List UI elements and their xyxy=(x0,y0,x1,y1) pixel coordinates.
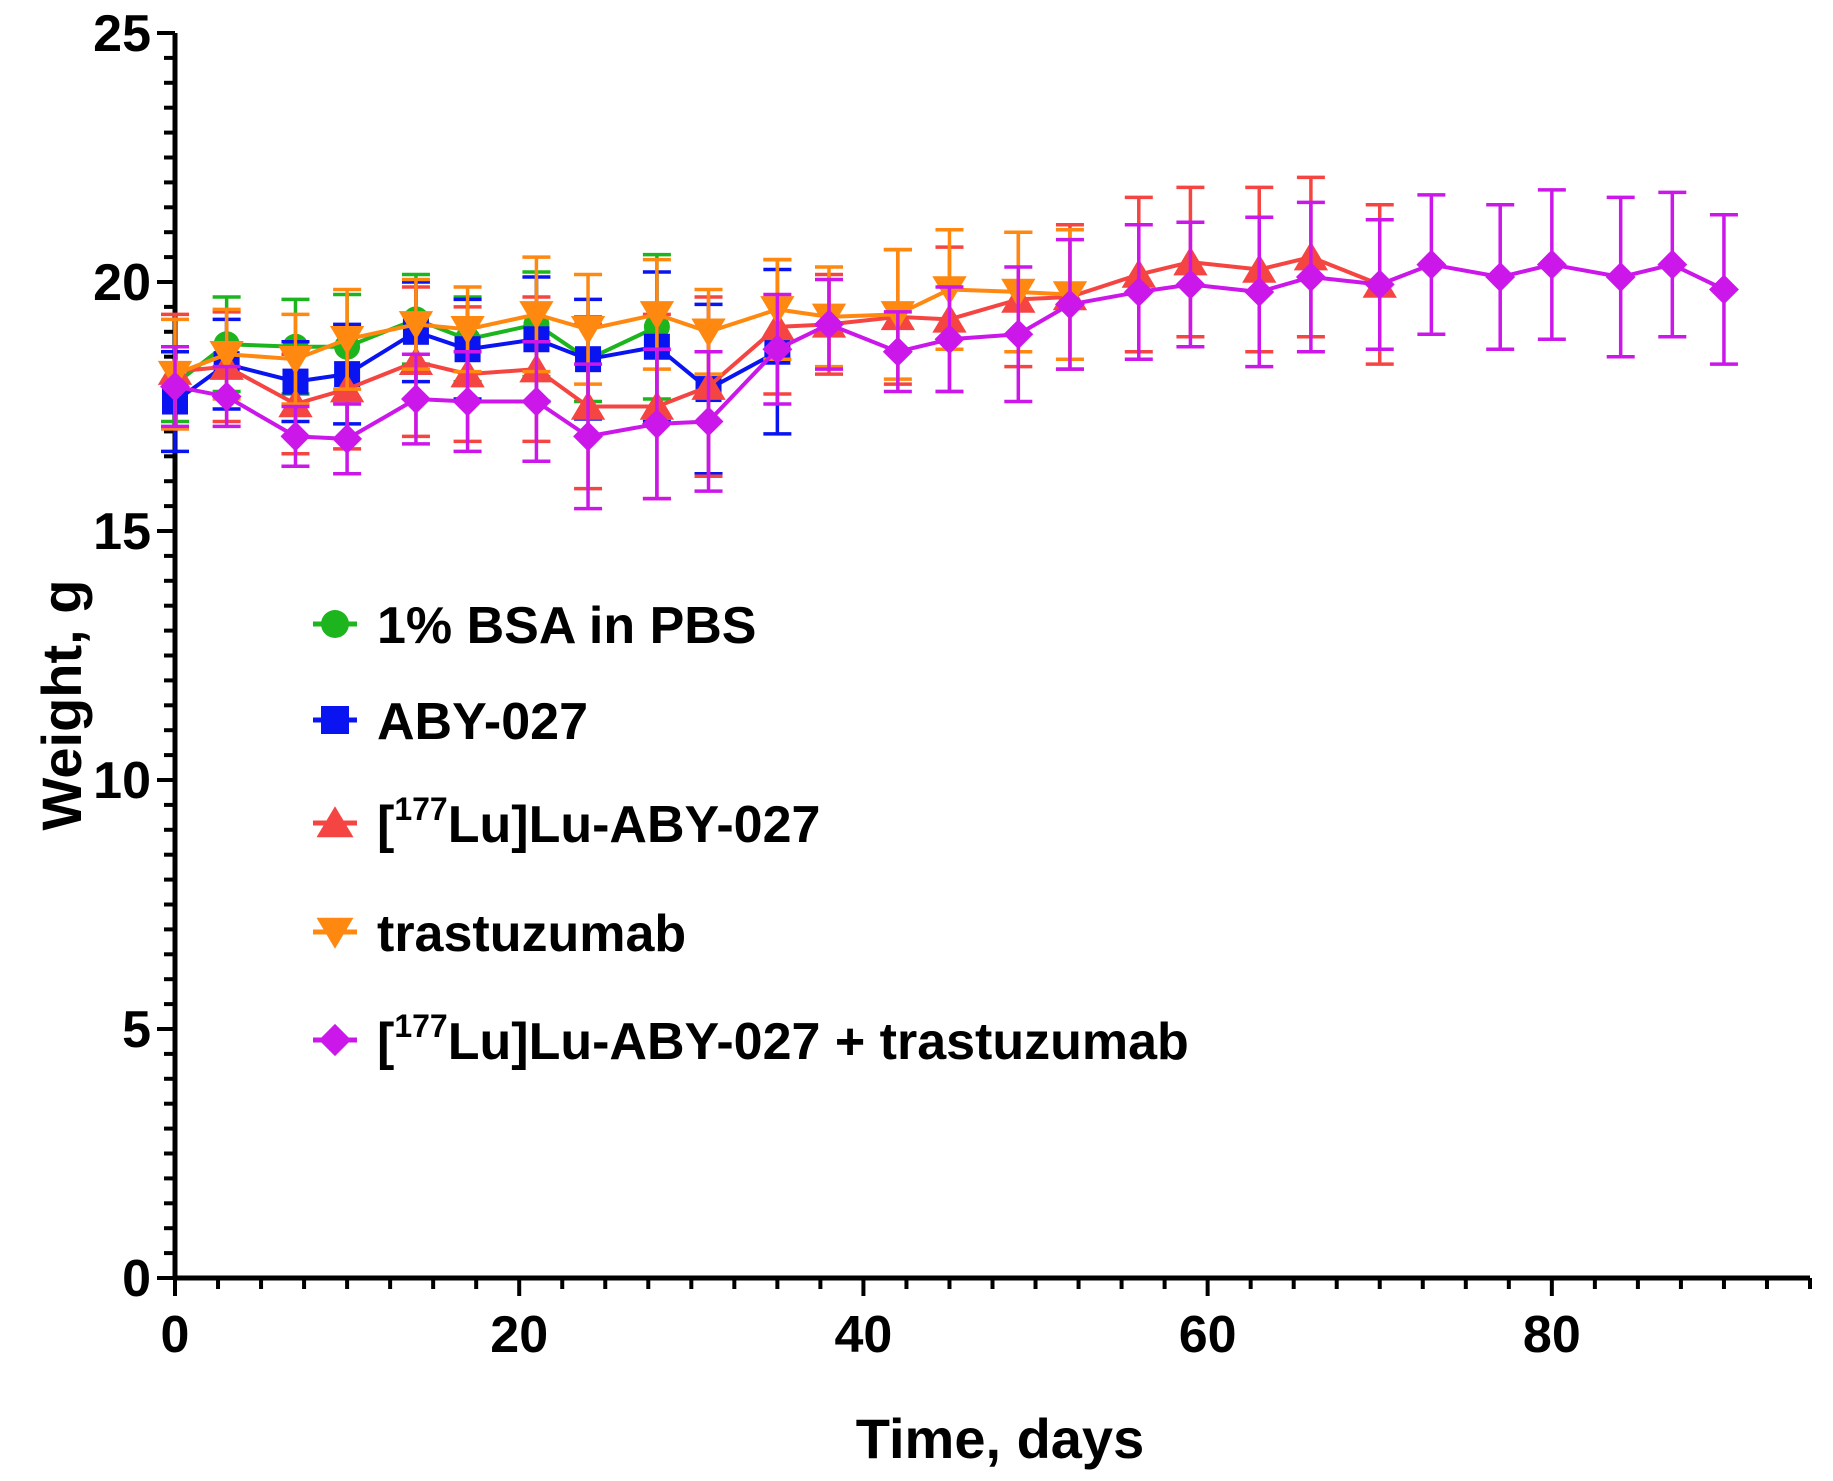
y-tick-label: 20 xyxy=(93,254,151,312)
data-point xyxy=(1416,249,1447,280)
data-point xyxy=(882,336,913,367)
data-point xyxy=(452,386,483,417)
data-point xyxy=(280,421,311,452)
axes: 0 5 10 15 20 25 0 20 40 60 80 xyxy=(93,5,1812,1364)
legend-label-superscript: 177 xyxy=(394,791,447,827)
data-point xyxy=(1003,319,1034,350)
legend-entry: [177Lu]Lu-ABY-027 + trastuzumab xyxy=(313,1008,1189,1071)
data-point xyxy=(1605,262,1636,292)
x-tick-label: 0 xyxy=(161,1306,190,1364)
x-axis-title: Time, days xyxy=(856,1407,1144,1470)
x-tick-label: 20 xyxy=(490,1306,548,1364)
data-point xyxy=(278,345,313,375)
legend-label-part: 1% BSA in PBS xyxy=(377,597,757,655)
y-tick-label: 10 xyxy=(93,752,151,810)
data-point xyxy=(641,408,672,439)
x-tick-label: 80 xyxy=(1523,1306,1581,1364)
legend-entry: 1% BSA in PBS xyxy=(313,597,757,655)
legend-label: trastuzumab xyxy=(377,905,686,963)
x-tick-label: 60 xyxy=(1179,1306,1237,1364)
data-point xyxy=(1364,269,1395,300)
legend-label-superscript: 177 xyxy=(394,1008,447,1044)
series-5 xyxy=(160,188,1739,511)
data-point xyxy=(400,384,431,414)
data-point xyxy=(1708,274,1739,305)
data-point xyxy=(209,340,244,370)
y-tick-label: 25 xyxy=(93,5,151,63)
data-point xyxy=(570,316,606,345)
y-axis-title: Weight, g xyxy=(30,580,93,831)
data-point xyxy=(160,371,190,402)
series-layer xyxy=(157,175,1739,511)
y-tick-label: 5 xyxy=(122,1001,151,1059)
series-line xyxy=(174,287,1071,376)
legend-label: [177Lu]Lu-ABY-027 xyxy=(377,791,820,854)
legend-label-part: trastuzumab xyxy=(377,905,686,963)
legend-label-part: Lu]Lu-ABY-027 xyxy=(448,796,821,854)
data-point xyxy=(1175,269,1206,300)
data-point xyxy=(762,334,793,365)
legend-label-part: Lu]Lu-ABY-027 + trastuzumab xyxy=(448,1013,1189,1071)
legend-entry: trastuzumab xyxy=(313,905,686,963)
data-point xyxy=(639,301,675,330)
data-point xyxy=(1295,262,1326,292)
data-point xyxy=(1485,262,1516,292)
legend-label: [177Lu]Lu-ABY-027 + trastuzumab xyxy=(377,1008,1189,1071)
data-point xyxy=(934,324,965,355)
data-point xyxy=(1536,249,1567,280)
data-point xyxy=(211,381,242,412)
legend-marker xyxy=(316,917,354,949)
data-point xyxy=(1123,277,1154,307)
data-point xyxy=(691,318,726,348)
legend-marker xyxy=(321,706,349,734)
legend: 1% BSA in PBSABY-027[177Lu]Lu-ABY-027tra… xyxy=(313,597,1189,1071)
legend-label-part: ABY-027 xyxy=(377,693,588,751)
legend-label-part: [ xyxy=(377,796,394,854)
y-tick-label: 0 xyxy=(122,1250,151,1308)
data-point xyxy=(332,423,363,454)
data-point xyxy=(814,309,844,340)
legend-label-part: [ xyxy=(377,1013,394,1071)
legend-label: ABY-027 xyxy=(377,693,588,751)
legend-marker xyxy=(321,610,349,638)
data-point xyxy=(450,316,485,345)
legend-marker xyxy=(318,1023,352,1057)
legend-entry: ABY-027 xyxy=(313,693,588,751)
data-point xyxy=(521,386,552,417)
legend-marker xyxy=(316,806,354,838)
data-point xyxy=(1054,289,1085,320)
data-point xyxy=(1244,277,1275,307)
y-tick-label: 15 xyxy=(93,503,151,561)
data-point xyxy=(519,301,554,330)
data-point xyxy=(398,311,434,340)
x-tick-label: 40 xyxy=(834,1306,892,1364)
data-point xyxy=(329,326,365,355)
data-point xyxy=(1657,249,1688,280)
legend-label: 1% BSA in PBS xyxy=(377,597,757,655)
data-point xyxy=(573,421,604,452)
data-point xyxy=(693,406,724,437)
legend-entry: [177Lu]Lu-ABY-027 xyxy=(313,791,820,854)
